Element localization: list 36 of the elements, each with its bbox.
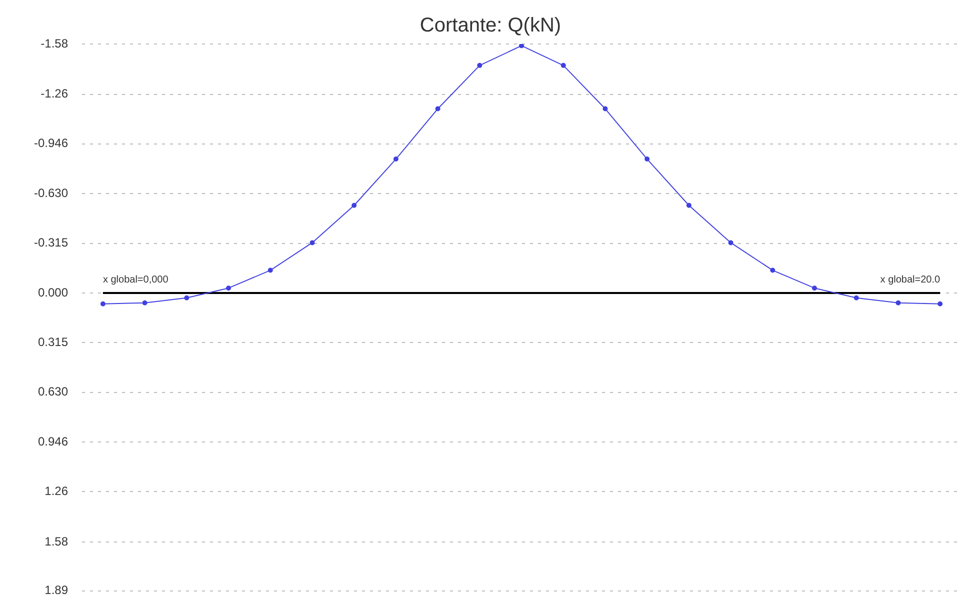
point	[184, 295, 190, 300]
y-tick-label: -1.58	[40, 36, 68, 50]
chart-title: Cortante: Q(kN)	[420, 14, 562, 37]
point	[477, 62, 482, 68]
point	[310, 240, 315, 246]
y-tick-label: -1.26	[40, 86, 68, 101]
point	[519, 44, 524, 48]
point	[602, 106, 608, 112]
y-tick-label: -0.946	[34, 136, 68, 150]
y-tick-label: 0.000	[38, 285, 68, 300]
annotation: x global=20.0	[880, 274, 940, 286]
y-tick-label: 1.26	[44, 484, 68, 498]
point	[100, 301, 106, 306]
y-tick-label: 0.946	[38, 434, 68, 448]
annotation: x global=0,000	[102, 274, 169, 286]
point	[644, 156, 650, 162]
point	[560, 62, 566, 68]
point	[435, 106, 440, 112]
point	[938, 301, 943, 306]
point	[896, 300, 901, 306]
y-tick-label: -0.630	[34, 186, 68, 200]
point	[686, 202, 692, 208]
y-tick-label: 1.89	[44, 583, 68, 598]
point	[268, 268, 273, 273]
point	[142, 300, 148, 306]
point	[770, 268, 776, 273]
y-tick-label: 1.58	[44, 534, 68, 548]
y-tick-label: 0.315	[38, 334, 68, 349]
point	[854, 295, 859, 300]
point	[352, 202, 357, 208]
point	[812, 286, 818, 291]
point	[728, 240, 734, 246]
y-tick-label: 0.630	[38, 384, 68, 399]
point	[226, 286, 232, 291]
y-tick-label: -0.315	[34, 236, 68, 250]
point	[393, 156, 398, 162]
